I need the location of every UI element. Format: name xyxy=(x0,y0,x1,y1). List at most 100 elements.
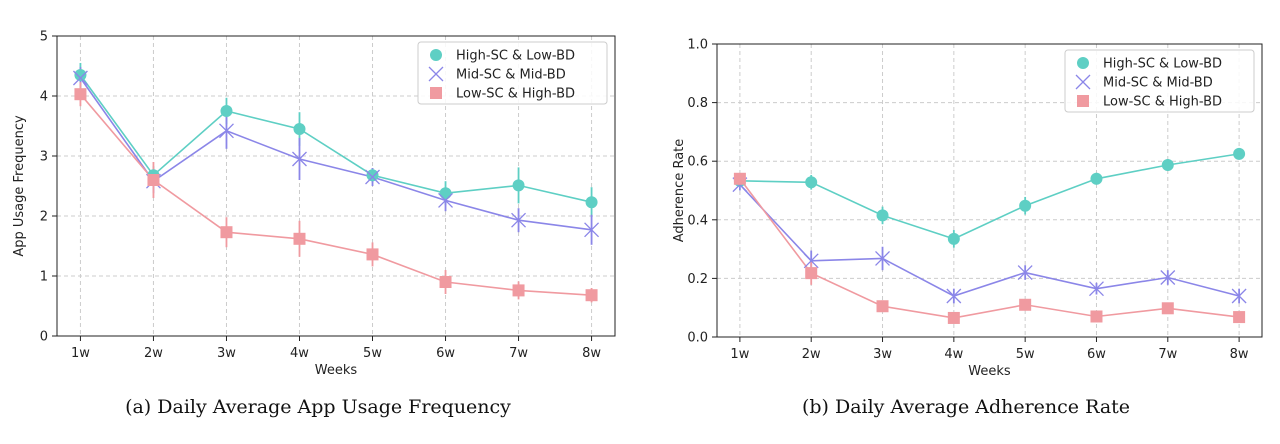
data-point xyxy=(366,169,379,182)
legend-b: High-SC & Low-BD Mid-SC & Mid-BD Low-SC & … xyxy=(1064,49,1255,113)
legend-label: High-SC & Low-BD xyxy=(1103,57,1222,72)
data-point xyxy=(365,169,380,185)
y-tick-label: 0.6 xyxy=(687,155,708,170)
plot-frame-b xyxy=(716,43,1263,338)
x-tick-label: 5w xyxy=(1016,347,1035,362)
y-tick-label: 0.0 xyxy=(687,331,708,346)
legend-label: Low-SC & High-BD xyxy=(456,87,575,102)
data-point xyxy=(1233,311,1246,324)
legend-marker xyxy=(1075,74,1091,90)
x-tick-label: 6w xyxy=(436,346,455,361)
caption-b: (b) Daily Average Adherence Rate xyxy=(802,396,1130,418)
y-ticks-b: 0.0 0.2 0.4 0.6 0.8 1.0 xyxy=(687,38,717,346)
legend-marker xyxy=(430,87,442,99)
data-point xyxy=(875,251,890,266)
data-point xyxy=(72,70,88,86)
data-point xyxy=(805,176,818,189)
x-ticks-b: 1w 2w 3w 4w 5w 6w 7w 8w xyxy=(730,337,1249,362)
data-point xyxy=(947,311,960,324)
data-point xyxy=(439,187,452,200)
data-point xyxy=(1019,298,1032,311)
series-line xyxy=(79,77,592,231)
data-point xyxy=(292,151,307,167)
data-point xyxy=(1233,147,1246,160)
legend-marker xyxy=(430,49,442,61)
data-point xyxy=(438,192,453,208)
series-lines-a xyxy=(79,74,592,296)
data-point xyxy=(439,276,452,288)
x-tick-label: 5w xyxy=(363,346,382,361)
data-point xyxy=(733,172,746,185)
legend-marker xyxy=(1077,57,1089,69)
data-point xyxy=(511,212,527,228)
x-tick-label: 3w xyxy=(873,347,892,362)
data-point xyxy=(1089,281,1104,297)
data-point xyxy=(1019,199,1032,212)
x-tick-label: 7w xyxy=(509,346,528,361)
data-point xyxy=(293,232,306,245)
data-point xyxy=(512,284,525,297)
data-point xyxy=(947,232,960,245)
data-point xyxy=(1017,265,1033,280)
series-line xyxy=(739,178,1240,319)
data-point xyxy=(293,123,306,135)
y-tick-label: 0 xyxy=(40,330,48,345)
data-point xyxy=(147,174,160,186)
data-point xyxy=(585,289,598,302)
data-point xyxy=(585,196,598,209)
y-tick-label: 3 xyxy=(40,150,48,165)
data-point xyxy=(946,288,962,304)
series-line xyxy=(739,184,1240,297)
data-point xyxy=(1090,310,1103,323)
legend-box xyxy=(417,41,608,105)
y-tick-label: 1 xyxy=(40,270,48,285)
legend-a: High-SC & Low-BD Mid-SC & Mid-BD Low-SC & … xyxy=(417,41,608,105)
x-axis-label-b: Weeks xyxy=(968,364,1011,379)
data-point xyxy=(1160,270,1176,285)
data-point xyxy=(803,253,819,269)
data-point xyxy=(512,179,525,192)
data-point xyxy=(1231,288,1247,304)
x-tick-label: 4w xyxy=(290,346,309,361)
x-tick-label: 4w xyxy=(944,347,963,362)
data-point xyxy=(219,123,234,139)
y-tick-label: 0.4 xyxy=(687,213,708,228)
markers-a xyxy=(72,69,600,302)
x-tick-label: 1w xyxy=(71,346,90,361)
x-tick-label: 7w xyxy=(1158,347,1177,362)
errorbars-b xyxy=(738,149,1241,323)
legend-label: Mid-SC & Mid-BD xyxy=(1103,76,1213,91)
series-line xyxy=(79,93,592,296)
markers-b xyxy=(732,147,1247,324)
data-point xyxy=(584,222,600,238)
data-point xyxy=(1090,172,1103,185)
series-line xyxy=(79,74,592,203)
data-point xyxy=(220,226,233,239)
x-tick-label: 1w xyxy=(730,347,749,362)
legend-box xyxy=(1064,49,1255,113)
legend-marker xyxy=(428,66,444,82)
data-point xyxy=(366,248,379,261)
x-axis-label-a: Weeks xyxy=(315,363,358,378)
x-tick-label: 8w xyxy=(582,346,601,361)
data-point xyxy=(1161,302,1174,315)
x-tick-label: 2w xyxy=(144,346,163,361)
y-axis-label-a: App Usage Frequency xyxy=(12,115,27,257)
legend-label: High-SC & Low-BD xyxy=(456,49,575,64)
caption-a: (a) Daily Average App Usage Frequency xyxy=(125,396,511,418)
y-tick-label: 0.2 xyxy=(687,272,708,287)
data-point xyxy=(876,209,889,222)
y-tick-label: 5 xyxy=(40,30,48,45)
chart-panel-a: 1w 2w 3w 4w 5w 6w 7w 8w 0 1 2 3 4 5 Weeks App Usage … xyxy=(12,30,616,418)
y-tick-label: 1.0 xyxy=(687,38,708,53)
y-tick-label: 0.8 xyxy=(687,96,708,111)
series-line xyxy=(739,153,1240,240)
x-ticks-a: 1w 2w 3w 4w 5w 6w 7w 8w xyxy=(71,336,601,361)
x-tick-label: 8w xyxy=(1230,347,1249,362)
x-tick-label: 6w xyxy=(1087,347,1106,362)
data-point xyxy=(876,300,889,313)
x-tick-label: 2w xyxy=(802,347,821,362)
x-tick-label: 3w xyxy=(217,346,236,361)
y-ticks-a: 0 1 2 3 4 5 xyxy=(40,30,57,345)
